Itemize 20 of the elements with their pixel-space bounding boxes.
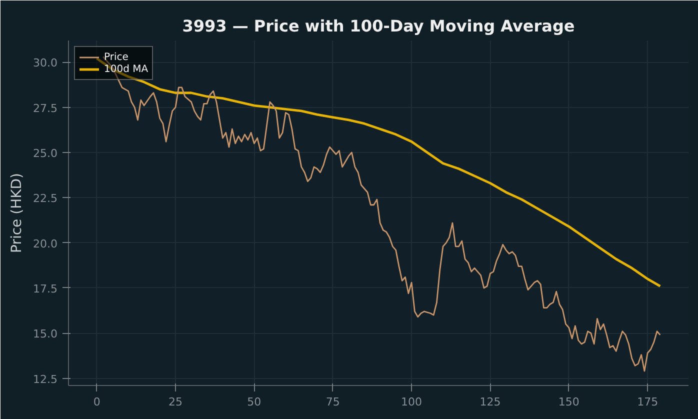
x-tick-label: 150 [558,396,580,408]
chart-title: 3993 — Price with 100-Day Moving Average [182,16,575,36]
x-tick-label: 75 [326,396,340,408]
y-tick-label: 15.0 [33,328,58,341]
legend-label: Price [104,51,128,63]
x-tick-label: 125 [480,396,501,408]
y-tick-label: 30.0 [33,56,58,70]
y-tick-label: 17.5 [33,282,58,296]
x-tick-label: 175 [637,396,658,408]
x-tick-label: 0 [93,396,100,408]
x-tick-label: 25 [168,396,183,408]
y-axis-title: Price (HKD) [9,172,26,254]
x-tick-label: 100 [401,396,422,408]
y-tick-label: 12.5 [33,372,58,386]
y-tick-label: 20.0 [33,237,58,250]
y-tick-label: 22.5 [33,192,58,206]
x-tick-label: 50 [247,396,262,408]
y-tick-label: 27.5 [33,102,58,115]
y-tick-label: 25.0 [33,146,58,160]
legend-label: 100d MA [104,63,148,75]
